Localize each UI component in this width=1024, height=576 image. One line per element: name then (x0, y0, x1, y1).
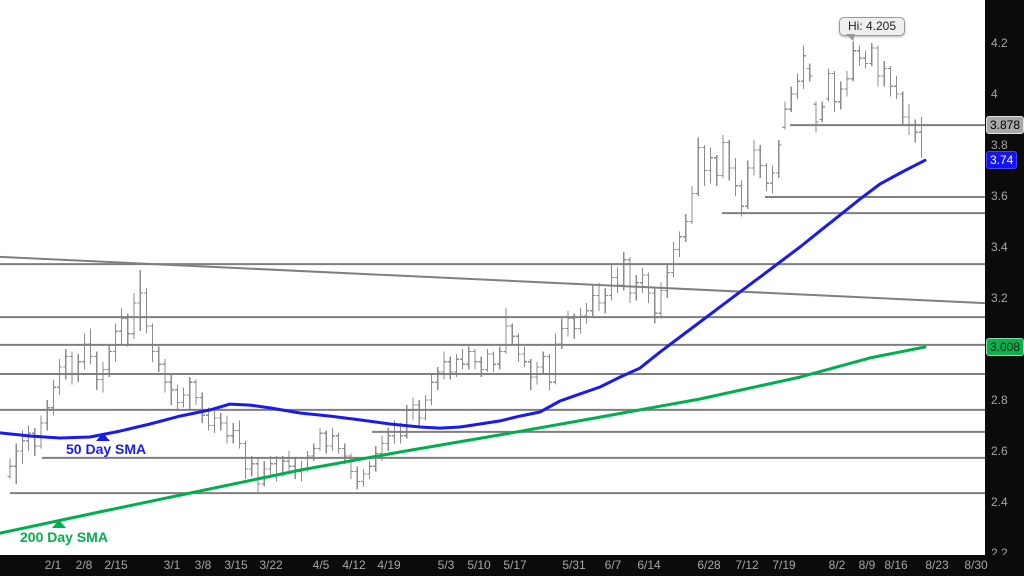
sma50-line (0, 158, 927, 440)
high-annotation-text: Hi: 4.205 (848, 19, 897, 33)
date-tick-label: 2/8 (75, 558, 93, 572)
sma200-marker-triangle-icon (52, 520, 66, 528)
price-axis: 4.2 4 3.8 3.6 3.4 3.2 2.8 2.6 2.4 2.2 (985, 0, 1024, 576)
date-tick-label: 2/15 (104, 558, 128, 572)
date-tick-label: 5/10 (467, 558, 491, 572)
date-tick-label: 8/23 (925, 558, 949, 572)
date-tick-label: 8/16 (884, 558, 908, 572)
price-tick-label: 2.6 (991, 444, 1008, 458)
trendline (0, 255, 986, 305)
date-tick-label: 2/1 (44, 558, 62, 572)
tooltip-pointer-icon (846, 34, 855, 41)
date-tick-label: 5/31 (562, 558, 586, 572)
price-tick-label: 2.4 (991, 495, 1008, 509)
sma50-marker-triangle-icon (96, 433, 110, 441)
date-tick-label: 6/7 (604, 558, 622, 572)
price-tick-label: 3.4 (991, 240, 1008, 254)
date-tick-label: 7/19 (772, 558, 796, 572)
price-tick-label: 3.6 (991, 189, 1008, 203)
sma200-label: 200 Day SMA (20, 529, 108, 545)
price-tick-label: 4.2 (991, 36, 1008, 50)
date-tick-label: 5/3 (437, 558, 455, 572)
high-annotation-tooltip: Hi: 4.205 (839, 17, 906, 41)
date-tick-label: 8/2 (828, 558, 846, 572)
date-tick-label: 8/30 (964, 558, 988, 572)
price-tick-label: 2.8 (991, 393, 1008, 407)
sma200-value-badge: 3.008 (986, 338, 1024, 356)
date-tick-label: 3/15 (224, 558, 248, 572)
date-tick-label: 4/12 (342, 558, 366, 572)
date-tick-label: 7/12 (735, 558, 759, 572)
sma50-value-badge: 3.74 (986, 151, 1018, 169)
date-tick-label: 3/22 (259, 558, 283, 572)
date-tick-label: 6/14 (637, 558, 661, 572)
date-tick-label: 8/9 (858, 558, 876, 572)
date-tick-label: 3/8 (194, 558, 212, 572)
date-tick-label: 3/1 (163, 558, 181, 572)
date-tick-label: 6/28 (697, 558, 721, 572)
last-price-badge: 3.878 (986, 116, 1024, 134)
date-tick-label: 4/19 (377, 558, 401, 572)
price-tick-label: 3.8 (991, 138, 1008, 152)
date-axis: 2/1 2/8 2/15 3/1 3/8 3/15 3/22 4/5 4/12 4/19 5/3 5/… (0, 555, 1024, 576)
date-tick-label: 4/5 (312, 558, 330, 572)
date-tick-label: 5/17 (503, 558, 527, 572)
price-tick-label: 3.2 (991, 291, 1008, 305)
sma200-line (0, 345, 927, 535)
sma50-label: 50 Day SMA (66, 441, 147, 457)
price-tick-label: 4 (991, 87, 998, 101)
